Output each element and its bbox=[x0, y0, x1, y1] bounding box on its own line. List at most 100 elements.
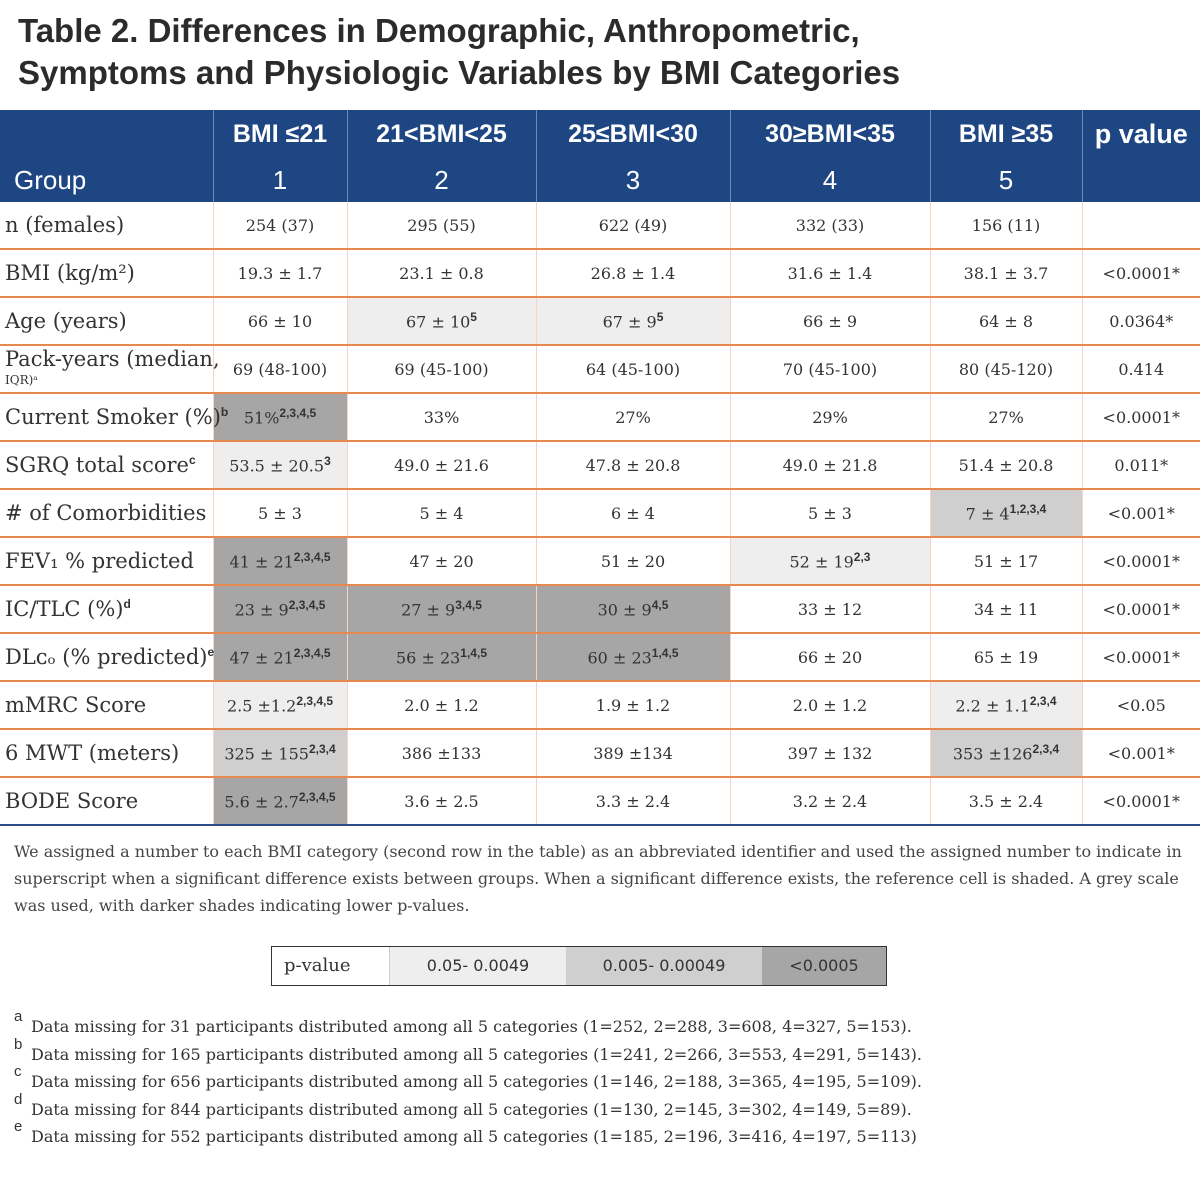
p-value-cell: <0.0001* bbox=[1082, 585, 1200, 634]
header-p-value: p value bbox=[1082, 110, 1200, 158]
cell-value: 27 ± 9 bbox=[401, 600, 456, 620]
cell-value: 65 ± 19 bbox=[973, 647, 1039, 667]
cell-value: 34 ± 11 bbox=[973, 599, 1039, 619]
table-cell: 7 ± 41,2,3,4 bbox=[930, 489, 1083, 538]
table-cell: 65 ± 19 bbox=[930, 633, 1083, 682]
cell-significance-groups: 4,5 bbox=[651, 598, 669, 613]
table-row: FEV₁ % predicted 41 ± 212,3,4,5 47 ± 20 51 … bbox=[0, 537, 1200, 586]
row-label-text: Pack-years (median, bbox=[5, 346, 220, 371]
table-cell: 622 (49) bbox=[536, 202, 731, 250]
footnote-text: Data missing for 844 participants distri… bbox=[31, 1099, 912, 1119]
table-cell: 1.9 ± 1.2 bbox=[536, 681, 731, 730]
table-cell: 67 ± 95 bbox=[536, 297, 731, 346]
cell-value: 23 ± 9 bbox=[234, 600, 289, 620]
header-category-number: 4 bbox=[730, 158, 931, 202]
cell-significance-groups: 1,4,5 bbox=[460, 646, 487, 661]
table-row: 6 MWT (meters) 325 ± 1552,3,4 386 ±133 389 … bbox=[0, 729, 1200, 778]
cell-value: 5.6 ± 2.7 bbox=[224, 792, 299, 812]
cell-value: 7 ± 4 bbox=[965, 504, 1010, 524]
table-cell: 295 (55) bbox=[347, 202, 537, 250]
row-label-text: BMI (kg/m²) bbox=[5, 261, 135, 285]
table-cell: 38.1 ± 3.7 bbox=[930, 249, 1083, 298]
table-cell: 66 ± 20 bbox=[730, 633, 931, 682]
header-category-number: 5 bbox=[930, 158, 1083, 202]
table-cell: 66 ± 10 bbox=[213, 297, 348, 346]
table-cell: 389 ±134 bbox=[536, 729, 731, 778]
cell-significance-groups: 1,4,5 bbox=[651, 646, 679, 661]
table-cell: 80 (45-120) bbox=[930, 345, 1083, 394]
table-cell: 66 ± 9 bbox=[730, 297, 931, 346]
table-row: # of Comorbidities 5 ± 3 5 ± 4 6 ± 4 5 ± 3 7 … bbox=[0, 489, 1200, 538]
cell-value: 397 ± 132 bbox=[787, 743, 873, 763]
row-label: # of Comorbidities bbox=[0, 489, 214, 538]
row-label: IC/TLC (%)d bbox=[0, 585, 214, 634]
table-cell: 5 ± 3 bbox=[730, 489, 931, 538]
cell-value: 69 (48-100) bbox=[232, 359, 328, 379]
cell-significance-groups: 3,4,5 bbox=[455, 598, 482, 613]
cell-significance-groups: 5 bbox=[470, 310, 477, 325]
cell-value: 47.8 ± 20.8 bbox=[585, 455, 681, 475]
table-cell: 51.4 ± 20.8 bbox=[930, 441, 1083, 490]
table-cell: 33% bbox=[347, 393, 537, 442]
row-label-text: BODE Score bbox=[5, 789, 139, 813]
table-cell: 27% bbox=[930, 393, 1083, 442]
cell-value: 69 (45-100) bbox=[394, 359, 489, 379]
table-cell: 64 (45-100) bbox=[536, 345, 731, 394]
table-cell: 5 ± 3 bbox=[213, 489, 348, 538]
table-cell: 47.8 ± 20.8 bbox=[536, 441, 731, 490]
table-cell: 51 ± 17 bbox=[930, 537, 1083, 586]
table-title: Table 2. Differences in Demographic, Ant… bbox=[18, 10, 1188, 94]
cell-significance-groups: 5 bbox=[656, 310, 664, 325]
table-cell: 51 ± 20 bbox=[536, 537, 731, 586]
footnote-mark: a bbox=[14, 1008, 23, 1025]
p-value-cell: <0.0001* bbox=[1082, 537, 1200, 586]
legend-item-light: 0.05- 0.0049 bbox=[390, 947, 566, 985]
row-label-footnote-mark: e bbox=[207, 645, 215, 659]
table-cell: 69 (48-100) bbox=[213, 345, 348, 394]
footnote-text: Data missing for 31 participants distrib… bbox=[31, 1017, 912, 1036]
table-cell: 5.6 ± 2.72,3,4,5 bbox=[213, 777, 348, 826]
title-line-2: Symptoms and Physiologic Variables by BM… bbox=[18, 54, 901, 91]
cell-significance-groups: 2,3,4,5 bbox=[293, 550, 331, 565]
row-label-text: mMRC Score bbox=[5, 693, 147, 717]
cell-value: 67 ± 9 bbox=[602, 312, 657, 332]
table-cell: 6 ± 4 bbox=[536, 489, 731, 538]
cell-value: 49.0 ± 21.8 bbox=[782, 455, 878, 475]
table-row: Pack-years (median, IQR)ᵃ 69 (48-100) 69 (4… bbox=[0, 345, 1200, 394]
table-cell: 386 ±133 bbox=[347, 729, 537, 778]
row-label: n (females) bbox=[0, 202, 214, 250]
footnote-mark: c bbox=[14, 1063, 22, 1080]
cell-value: 19.3 ± 1.7 bbox=[237, 263, 323, 283]
cell-significance-groups: 2,3,4,5 bbox=[296, 694, 334, 709]
cell-value: 41 ± 21 bbox=[229, 552, 294, 572]
row-label-text: # of Comorbidities bbox=[5, 501, 207, 525]
table-row: BODE Score 5.6 ± 2.72,3,4,5 3.6 ± 2.5 3.3 ±… bbox=[0, 777, 1200, 826]
cell-significance-groups: 2,3,4,5 bbox=[288, 598, 326, 613]
footnotes: a Data missing for 31 participants distri… bbox=[14, 1008, 1189, 1146]
cell-value: 3.3 ± 2.4 bbox=[595, 791, 671, 811]
table-cell: 19.3 ± 1.7 bbox=[213, 249, 348, 298]
cell-value: 27% bbox=[615, 407, 651, 427]
table-cell: 3.2 ± 2.4 bbox=[730, 777, 931, 826]
header-category-number: 2 bbox=[347, 158, 537, 202]
row-label: 6 MWT (meters) bbox=[0, 729, 214, 778]
table-cell: 70 (45-100) bbox=[730, 345, 931, 394]
header-category: BMI ≥35 bbox=[930, 110, 1083, 158]
title-line-1: Table 2. Differences in Demographic, Ant… bbox=[18, 12, 860, 49]
cell-value: 2.0 ± 1.2 bbox=[404, 695, 479, 715]
table-cell: 325 ± 1552,3,4 bbox=[213, 729, 348, 778]
table-row: DLᴄₒ (% predicted)e 47 ± 212,3,4,5 56 ± 23… bbox=[0, 633, 1200, 682]
p-value-cell: <0.0001* bbox=[1082, 633, 1200, 682]
footnote-text: Data missing for 656 participants distri… bbox=[31, 1072, 922, 1091]
cell-value: 56 ± 23 bbox=[396, 648, 461, 668]
cell-value: 33% bbox=[423, 407, 460, 427]
table-cell: 49.0 ± 21.8 bbox=[730, 441, 931, 490]
row-label-text: DLᴄₒ (% predicted) bbox=[5, 645, 208, 669]
p-value-cell: <0.0001* bbox=[1082, 249, 1200, 298]
table-cell: 3.6 ± 2.5 bbox=[347, 777, 537, 826]
row-label: BMI (kg/m²) bbox=[0, 249, 214, 298]
table-row: BMI (kg/m²) 19.3 ± 1.7 23.1 ± 0.8 26.8 ± 1.… bbox=[0, 249, 1200, 298]
table-cell: 64 ± 8 bbox=[930, 297, 1083, 346]
cell-value: 33 ± 12 bbox=[797, 599, 863, 619]
